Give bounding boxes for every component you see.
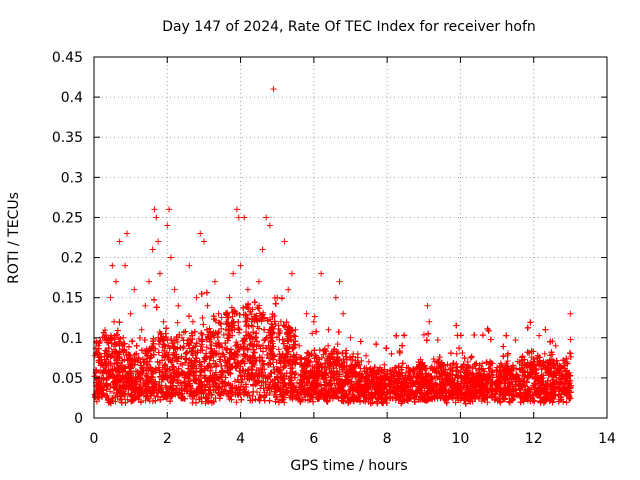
data-point	[452, 399, 459, 406]
data-point	[363, 352, 370, 359]
data-point	[110, 390, 117, 397]
data-point	[275, 346, 282, 353]
data-point	[137, 399, 144, 406]
chart-title: Day 147 of 2024, Rate Of TEC Index for r…	[162, 19, 536, 35]
data-point	[512, 337, 519, 344]
data-point	[174, 319, 181, 326]
data-point	[505, 350, 512, 357]
data-point	[178, 385, 185, 392]
data-point	[467, 354, 474, 361]
data-point	[434, 336, 441, 343]
data-point	[195, 335, 202, 342]
data-point	[231, 307, 238, 314]
data-point	[545, 377, 552, 384]
data-point	[208, 342, 215, 349]
data-point	[292, 370, 299, 377]
data-point	[334, 341, 341, 348]
data-point	[420, 331, 427, 338]
data-point	[210, 357, 217, 364]
data-point	[316, 346, 323, 353]
data-point	[117, 335, 124, 342]
data-point	[444, 361, 451, 368]
data-point	[179, 345, 186, 352]
data-point	[228, 304, 235, 311]
data-point	[106, 388, 113, 395]
data-point	[430, 356, 437, 363]
data-point	[536, 332, 543, 339]
data-point	[93, 398, 100, 405]
data-point	[563, 399, 570, 406]
data-point	[177, 360, 184, 367]
data-point	[254, 304, 261, 311]
data-point	[221, 386, 228, 393]
data-point	[504, 358, 511, 365]
data-point	[233, 399, 240, 406]
data-point	[199, 314, 206, 321]
data-point	[180, 343, 187, 350]
data-point	[102, 326, 109, 333]
data-point	[218, 325, 225, 332]
data-point	[358, 357, 365, 364]
data-point	[325, 342, 332, 349]
data-point	[309, 330, 316, 337]
data-points	[91, 86, 574, 407]
data-point	[453, 360, 460, 367]
data-point	[142, 397, 149, 404]
data-point	[220, 331, 227, 338]
data-point	[320, 351, 327, 358]
data-point	[183, 388, 190, 395]
data-point	[270, 363, 277, 370]
data-point	[484, 399, 491, 406]
data-point	[311, 313, 318, 320]
data-point	[218, 314, 225, 321]
data-point	[528, 354, 535, 361]
data-point	[203, 344, 210, 351]
data-point	[183, 350, 190, 357]
